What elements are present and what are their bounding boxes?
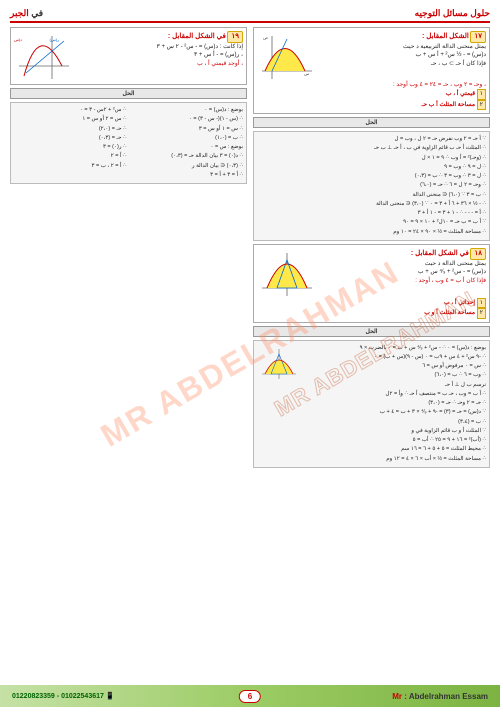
header-section: في الجبر <box>10 8 43 19</box>
q19-num: ١٩ <box>227 31 243 43</box>
teacher-name: Mr : Abdelrahman Essam <box>392 692 488 701</box>
q19-solution: بوضع : د(س) = ٠∴ (س - ١)(- س - ٣) = ٠∴ س… <box>10 102 247 184</box>
column-left: ١٩ في الشكل المقابل : إذا كانت : د(س) = … <box>10 27 247 676</box>
q17-title: الشكل المقابل : <box>422 33 469 40</box>
q18-title: في الشكل المقابل : <box>411 250 469 257</box>
solution-label: الحل <box>253 117 490 128</box>
q18-figure <box>257 248 317 298</box>
q18-num: ١٨ <box>470 248 486 260</box>
solution-label: الحل <box>10 88 247 99</box>
q17-figure: س ص <box>257 31 317 81</box>
q18-solution: بوضع : د(س) = ٠ ∴ - س² + ⁴⁄₉ س + ب = ٠ ب… <box>253 340 490 468</box>
column-right: ١٧ الشكل المقابل : يمثل منحنى الدالة الت… <box>253 27 490 676</box>
q19-figure: ر(س) د(س) <box>14 31 74 81</box>
q18-problem: ١٨ في الشكل المقابل : يمثل منحنى الدالة … <box>253 244 490 323</box>
svg-text:ر(س): ر(س) <box>50 37 60 42</box>
phone-numbers: 📱 01022543617 - 01220823359 <box>12 692 115 700</box>
header-title: حلول مسائل التوجيه <box>415 8 490 19</box>
solution-label: الحل <box>253 326 490 337</box>
page-number: 6 <box>239 690 261 703</box>
q19-title: في الشكل المقابل : <box>168 33 226 40</box>
q17-num: ١٧ <box>470 31 486 43</box>
page-header: حلول مسائل التوجيه في الجبر <box>10 8 490 23</box>
q17-solution: ∵ أ حـ = ٢ وب نفرض حـ = ٢ ل ، وب = ل∴ ال… <box>253 131 490 241</box>
q19-problem: ١٩ في الشكل المقابل : إذا كانت : د(س) = … <box>10 27 247 85</box>
svg-text:ص: ص <box>263 35 268 40</box>
svg-text:د(س): د(س) <box>14 37 22 42</box>
q17-problem: ١٧ الشكل المقابل : يمثل منحنى الدالة الت… <box>253 27 490 114</box>
svg-text:س: س <box>304 71 309 76</box>
q18-inline-figure <box>259 346 299 381</box>
